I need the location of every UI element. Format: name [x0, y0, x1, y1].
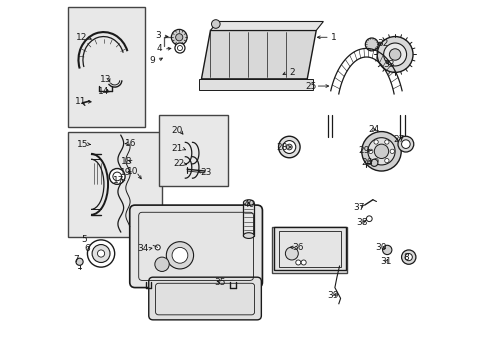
Text: 21: 21 — [171, 144, 183, 153]
Text: 25: 25 — [305, 82, 316, 91]
Circle shape — [87, 240, 115, 267]
Text: 15: 15 — [77, 140, 88, 149]
Circle shape — [370, 159, 377, 166]
Text: 12: 12 — [76, 33, 87, 42]
Circle shape — [286, 144, 292, 150]
Text: 28: 28 — [276, 143, 287, 152]
Text: 13: 13 — [100, 75, 111, 84]
Text: 2: 2 — [288, 68, 294, 77]
Polygon shape — [201, 31, 316, 79]
Circle shape — [282, 140, 295, 153]
Text: 19: 19 — [120, 168, 132, 177]
Circle shape — [367, 138, 394, 165]
Circle shape — [97, 250, 104, 257]
Text: 37: 37 — [353, 203, 364, 212]
Circle shape — [285, 247, 298, 260]
Text: 24: 24 — [368, 125, 379, 134]
Circle shape — [384, 158, 388, 163]
Text: 29: 29 — [357, 146, 368, 155]
Circle shape — [397, 136, 413, 152]
Circle shape — [295, 260, 300, 265]
Text: 23: 23 — [200, 168, 211, 177]
Text: 31: 31 — [380, 257, 391, 266]
Text: 10: 10 — [126, 167, 138, 176]
Bar — [272, 226, 346, 273]
Circle shape — [382, 245, 391, 255]
Circle shape — [368, 149, 372, 153]
Text: 36: 36 — [291, 243, 303, 252]
Circle shape — [172, 247, 187, 263]
Bar — [243, 203, 254, 235]
Text: 17: 17 — [113, 176, 124, 185]
Text: 26: 26 — [361, 158, 372, 167]
Circle shape — [361, 132, 400, 171]
Circle shape — [373, 144, 388, 158]
Text: 40: 40 — [243, 200, 254, 209]
Bar — [273, 226, 345, 270]
Text: 20: 20 — [171, 126, 182, 135]
Circle shape — [155, 245, 160, 250]
Circle shape — [389, 149, 394, 153]
Text: 18: 18 — [121, 157, 132, 166]
Polygon shape — [210, 22, 323, 31]
Circle shape — [211, 20, 220, 28]
Circle shape — [366, 216, 371, 222]
Circle shape — [373, 158, 378, 163]
Circle shape — [401, 140, 409, 148]
Circle shape — [376, 37, 412, 72]
Circle shape — [92, 244, 110, 262]
Text: 8: 8 — [403, 253, 408, 262]
Circle shape — [175, 34, 183, 41]
Circle shape — [383, 43, 406, 66]
Bar — [68, 132, 162, 237]
Text: 1: 1 — [330, 33, 336, 42]
FancyBboxPatch shape — [129, 205, 262, 288]
FancyBboxPatch shape — [148, 277, 261, 320]
Text: 5: 5 — [81, 235, 87, 244]
Text: 34: 34 — [138, 244, 149, 253]
Text: 3: 3 — [155, 31, 161, 40]
Circle shape — [175, 43, 184, 53]
Circle shape — [373, 140, 378, 144]
Circle shape — [301, 260, 305, 265]
Ellipse shape — [243, 233, 254, 238]
Text: 39: 39 — [326, 291, 338, 300]
Text: 33: 33 — [382, 60, 394, 69]
Text: 4: 4 — [156, 44, 162, 53]
Circle shape — [405, 253, 411, 261]
Text: 35: 35 — [214, 278, 225, 287]
Text: 38: 38 — [355, 218, 367, 227]
Text: 27: 27 — [393, 135, 404, 144]
Ellipse shape — [243, 200, 254, 206]
Circle shape — [76, 258, 83, 265]
Text: 32: 32 — [377, 39, 388, 48]
Text: 22: 22 — [173, 159, 184, 168]
Bar — [198, 79, 313, 90]
Circle shape — [278, 136, 300, 158]
Circle shape — [177, 45, 182, 50]
Text: 14: 14 — [98, 86, 109, 95]
Circle shape — [109, 168, 125, 184]
Circle shape — [171, 30, 187, 45]
Bar — [278, 231, 340, 267]
Circle shape — [384, 140, 388, 144]
Circle shape — [365, 38, 378, 51]
Text: 9: 9 — [149, 57, 155, 66]
Circle shape — [166, 242, 193, 269]
Text: 30: 30 — [375, 243, 386, 252]
Circle shape — [113, 172, 121, 181]
Circle shape — [388, 49, 400, 60]
Text: 16: 16 — [125, 139, 136, 148]
Circle shape — [401, 250, 415, 264]
Bar — [68, 7, 145, 127]
Text: 6: 6 — [84, 244, 90, 253]
Circle shape — [155, 257, 169, 271]
Bar — [159, 116, 227, 186]
Text: 11: 11 — [75, 97, 86, 106]
Text: 7: 7 — [73, 255, 79, 264]
